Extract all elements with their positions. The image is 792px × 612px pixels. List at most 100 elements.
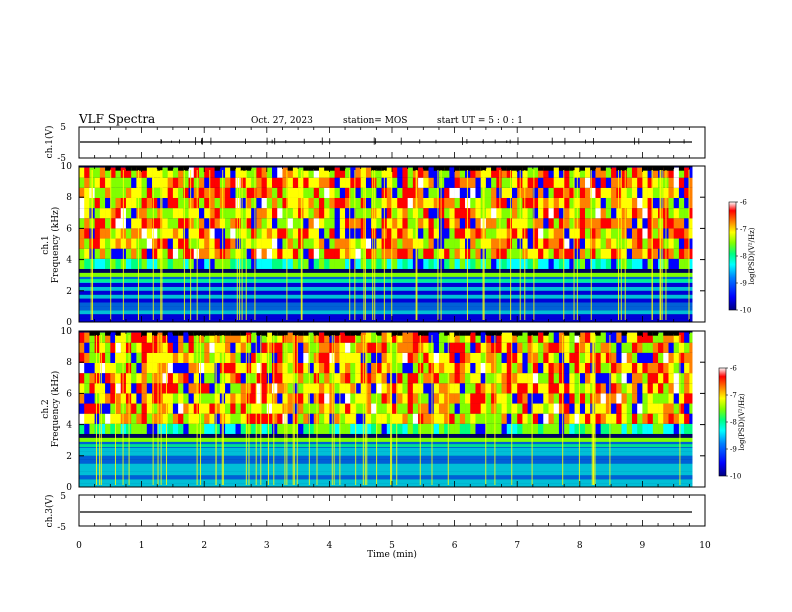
spectrogram-cell [548,393,555,404]
spectrogram-cell [125,248,132,259]
spectrogram-cell [673,187,680,198]
spectrogram-cell [345,228,351,239]
spectrogram-cell [376,403,382,414]
spectrogram-cell [146,187,153,198]
spectrogram-cell [475,352,481,363]
spectrogram-cell [621,352,628,363]
spectrogram-cell [423,248,429,259]
spectrogram-cell [131,373,137,384]
spectrogram-cell [412,342,419,353]
spectrogram-cell [569,423,575,434]
spectrogram-gap [548,166,555,171]
spectrogram-cell [402,258,408,269]
spectrogram-cell [313,258,320,269]
spectrogram-cell [449,238,455,249]
spectrogram-cell [230,218,236,229]
spectrogram-cell [287,383,294,394]
spectrogram-cell [532,258,539,269]
spectrogram-cell [433,258,440,269]
spectrogram-cell [110,258,116,269]
spectrogram-cell [115,248,122,259]
spectrogram-cell [172,258,179,269]
spectrogram-cell [475,228,481,239]
spectrogram-cell [475,208,481,219]
spectrogram-cell [459,413,466,424]
spectrogram-cell [308,187,315,198]
spectrogram-cell [548,403,555,414]
spectrogram-cell [668,177,674,188]
spectrogram-cell [193,218,200,229]
spectrogram-cell [438,393,445,404]
spectrogram-cell [131,187,137,198]
spectrogram-cell [266,258,273,269]
spectrogram-cell [491,167,497,178]
spectrogram-cell [496,342,502,353]
spectrogram-cell [178,352,184,363]
spectrogram-cell [152,228,158,239]
spectrogram-cell [532,342,539,353]
spectrogram-cell [339,393,346,404]
spectrogram-cell [94,403,101,414]
spectrogram-cell [392,197,398,209]
spectrogram-cell [172,373,179,384]
spectrogram-cell [292,393,299,404]
spectrogram-gap [105,166,111,171]
spectrogram-cell [475,342,481,353]
spectrogram-cell [94,423,101,434]
spectrogram-cell [339,383,346,394]
spectrogram-cell [334,393,341,404]
spectrogram-cell [334,197,341,209]
spectrogram-cell [605,258,612,269]
spectrogram-cell [152,197,158,209]
sferic-streak [137,170,139,320]
spectrogram-cell [136,383,142,394]
spectrogram-cell [105,352,111,363]
spectrogram-cell [157,228,163,239]
spectrogram-cell [386,393,393,404]
spectrogram-cell [324,218,330,229]
spectrogram-cell [459,403,466,414]
spectrogram-cell [157,197,163,209]
spectrogram-cell [198,403,205,414]
spectrogram-cell [99,177,106,188]
spectrogram-cell [251,228,257,239]
spectrogram-cell [308,383,315,394]
spectrogram-cell [423,403,429,414]
spectrogram-cell [538,403,544,414]
spectrogram-cell [339,248,346,259]
spectrogram-cell [663,403,669,414]
sferic-streak [241,170,243,320]
spectrogram-cell [501,393,508,404]
spectrogram-cell [538,258,544,269]
time-axis-tick-labels: 0 1 2 3 4 5 6 7 8 9 10 [76,541,711,551]
spectrogram-cell [376,218,382,229]
spectrogram-cell [558,248,565,259]
spectrogram-cell [684,423,690,434]
spectrogram-cell [511,413,518,424]
spectrogram-cell [324,167,330,178]
spectrogram-gap [329,166,335,171]
spectrogram-gap [496,331,502,336]
spectrogram-cell [141,208,148,219]
spectrogram-cell [99,332,106,343]
spectrogram-cell [136,167,142,178]
spectrogram-cell [647,393,654,404]
spectrogram-cell [261,167,268,178]
spectrogram-cell [105,208,111,219]
spectrogram-cell [423,218,429,229]
spectrogram-gap [538,166,544,171]
spectrogram-cell [647,403,654,414]
spectrogram-cell [652,383,659,394]
spectrogram-cell [292,258,299,269]
spectrogram-cell [605,208,612,219]
spectrogram-cell [532,403,539,414]
spectrogram-cell [277,248,283,259]
spectrogram-gap [339,166,346,171]
spectrogram-cell [480,393,487,404]
spectrogram-cell [131,383,137,394]
spectrogram-cell [668,403,674,414]
spectrogram-cell [84,423,90,434]
sferic-streak [383,170,385,320]
spectrogram-cell [684,218,690,229]
